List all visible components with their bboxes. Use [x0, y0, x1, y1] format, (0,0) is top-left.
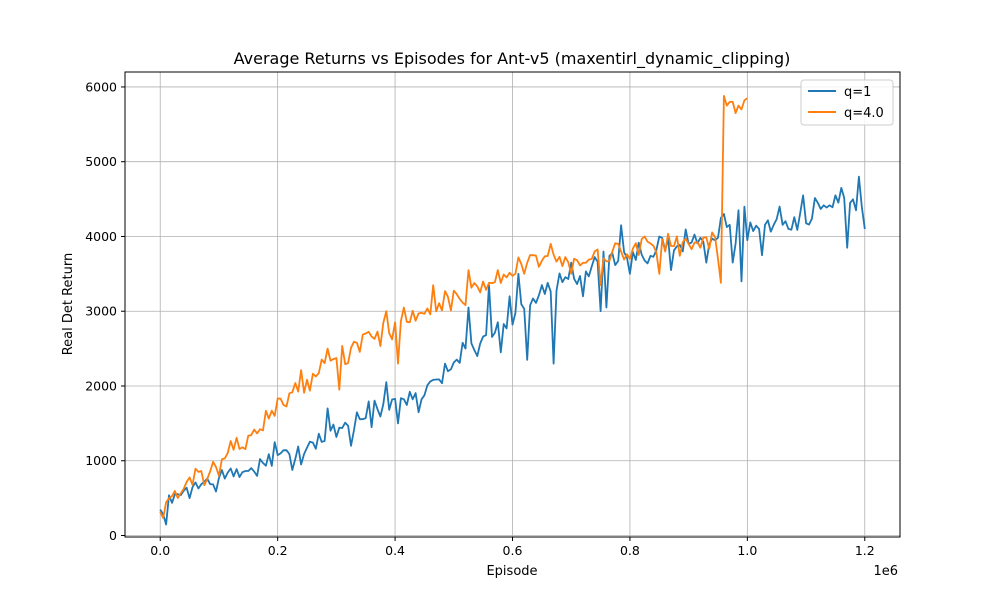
- y-tick-label: 2000: [85, 378, 117, 393]
- y-tick-label: 0: [109, 528, 117, 543]
- y-axis-label: Real Det Return: [61, 253, 76, 356]
- y-tick-label: 4000: [85, 229, 117, 244]
- axis-ticks: 0.0 0.2 0.4 0.6 0.8 1.0 1.2 0 1000 2000 3000 4000 50…: [85, 79, 875, 558]
- x-tick-label: 0.6: [503, 543, 523, 558]
- x-axis-offset-label: 1e6: [873, 564, 898, 579]
- series-lines: [159, 95, 866, 526]
- legend-label-q4: q=4.0: [844, 106, 884, 121]
- grid-lines: [125, 72, 900, 537]
- chart-title: Average Returns vs Episodes for Ant-v5 (…: [234, 49, 791, 69]
- series-line-q1: [159, 175, 866, 526]
- legend: q=1 q=4.0: [800, 79, 894, 126]
- x-axis-label: Episode: [486, 564, 537, 579]
- x-tick-label: 0.2: [268, 543, 288, 558]
- x-tick-label: 0.0: [150, 543, 170, 558]
- y-tick-label: 5000: [85, 154, 117, 169]
- x-tick-label: 0.8: [620, 543, 640, 558]
- y-tick-label: 1000: [85, 453, 117, 468]
- x-tick-label: 1.2: [855, 543, 875, 558]
- y-tick-label: 3000: [85, 304, 117, 319]
- x-tick-label: 0.4: [385, 543, 405, 558]
- series-line-q4: [159, 95, 748, 519]
- x-tick-label: 1.0: [737, 543, 757, 558]
- legend-label-q1: q=1: [844, 85, 871, 100]
- y-tick-label: 6000: [85, 79, 117, 94]
